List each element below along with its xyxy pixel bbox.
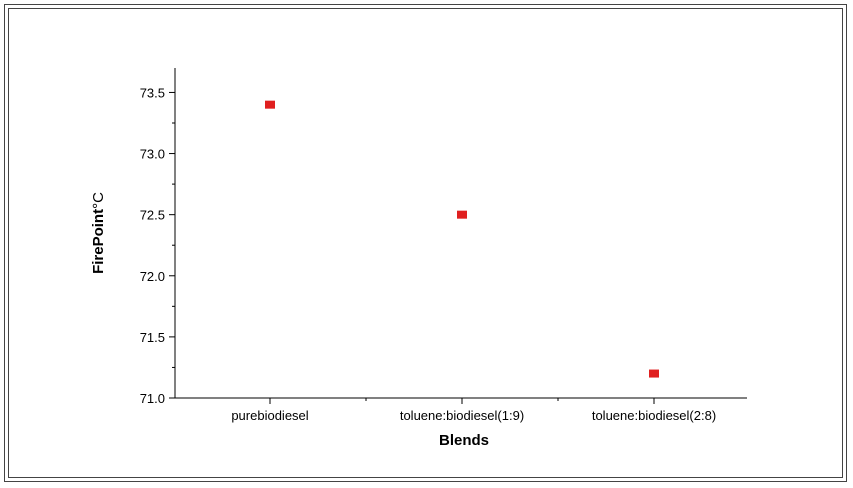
outer-frame bbox=[4, 4, 847, 482]
x-axis-title: Blends bbox=[439, 432, 489, 449]
y-tick-label: 72.0 bbox=[140, 269, 165, 284]
y-tick-label: 73.0 bbox=[140, 147, 165, 162]
y-tick-label: 72.5 bbox=[140, 208, 165, 223]
y-axis-title-main: FirePoint bbox=[90, 209, 107, 274]
y-axis-title: FirePoint°C bbox=[90, 192, 107, 274]
data-markers bbox=[265, 100, 659, 378]
y-tick-label: 73.5 bbox=[140, 85, 165, 100]
y-tick-label: 71.0 bbox=[140, 391, 165, 406]
data-point bbox=[457, 210, 467, 219]
data-point bbox=[265, 100, 275, 109]
x-tick-label: purebiodiesel bbox=[231, 408, 308, 423]
inner-frame bbox=[8, 8, 843, 478]
axes bbox=[174, 68, 747, 399]
x-tick-label: toluene:biodiesel(2:8) bbox=[592, 408, 716, 423]
x-tick-label: toluene:biodiesel(1:9) bbox=[400, 408, 524, 423]
data-point bbox=[649, 369, 659, 378]
y-ticks: 71.0 71.5 72.0 72.5 73.0 73.5 bbox=[140, 85, 175, 406]
x-ticks: purebiodiesel toluene:biodiesel(1:9) tolue… bbox=[231, 398, 716, 423]
y-tick-label: 71.5 bbox=[140, 330, 165, 345]
y-axis-title-unit: °C bbox=[90, 192, 107, 209]
